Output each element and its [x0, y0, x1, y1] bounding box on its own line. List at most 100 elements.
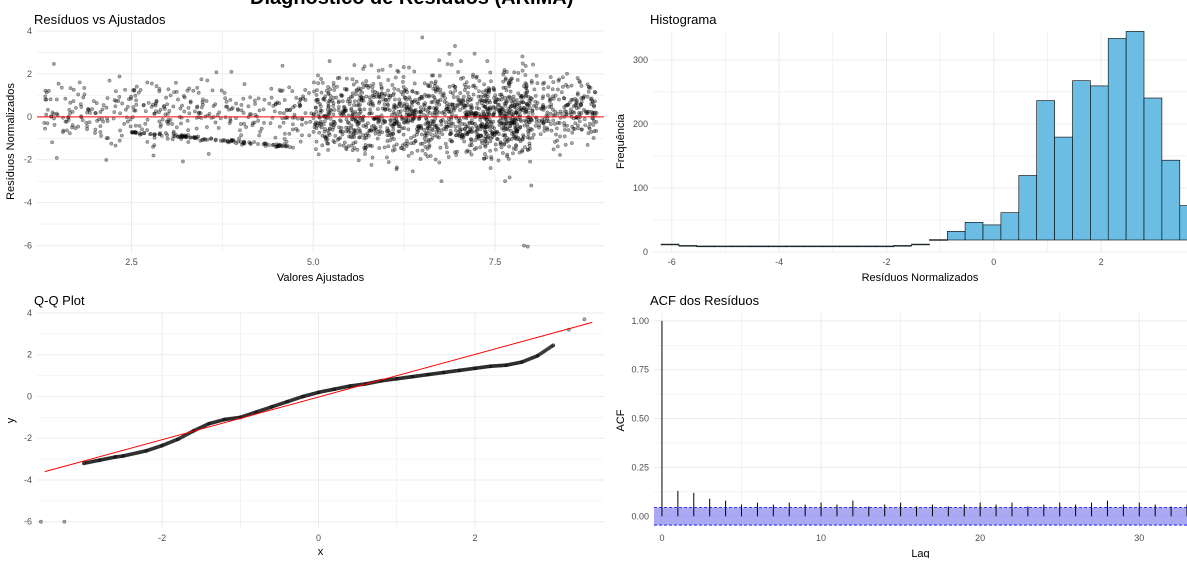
data-point	[362, 107, 367, 112]
data-point	[326, 85, 330, 89]
data-point	[337, 143, 342, 148]
data-point	[158, 131, 163, 136]
data-point	[379, 86, 384, 91]
data-point	[469, 152, 474, 157]
data-point	[386, 160, 391, 165]
data-point	[314, 93, 319, 97]
data-point	[555, 144, 560, 149]
data-point	[445, 150, 449, 155]
data-point	[168, 93, 173, 98]
data-point	[350, 148, 355, 153]
data-point	[47, 88, 51, 93]
data-point	[323, 126, 327, 131]
data-point	[406, 127, 411, 132]
data-point	[226, 107, 231, 112]
data-point	[537, 123, 541, 128]
data-point	[405, 102, 409, 107]
data-point	[386, 128, 391, 133]
data-point	[549, 122, 553, 126]
y-axis-label: Frequência	[615, 113, 627, 169]
data-point	[582, 108, 586, 112]
histogram-bar	[1125, 31, 1145, 241]
data-point	[328, 94, 333, 98]
data-point	[227, 121, 232, 126]
x-axis-label: x	[318, 546, 324, 558]
data-point	[345, 120, 350, 125]
data-point	[414, 90, 418, 95]
data-point	[416, 128, 421, 133]
data-point	[314, 139, 319, 144]
data-point	[379, 91, 384, 96]
data-point	[180, 159, 185, 164]
data-point	[533, 99, 538, 104]
data-point	[59, 85, 64, 90]
data-point	[195, 104, 200, 109]
data-point	[229, 139, 234, 144]
data-point	[223, 96, 228, 101]
data-point	[432, 106, 436, 110]
data-point	[476, 94, 481, 99]
data-point	[164, 95, 169, 100]
data-point	[177, 135, 182, 140]
data-point	[197, 110, 202, 115]
data-point	[551, 80, 556, 85]
data-point	[366, 143, 371, 148]
data-point	[423, 131, 428, 136]
data-point	[526, 117, 531, 122]
data-point	[521, 133, 525, 138]
data-point	[448, 138, 453, 142]
data-point	[480, 98, 485, 103]
data-point	[575, 76, 580, 81]
data-point	[519, 95, 523, 100]
data-point	[474, 74, 479, 79]
data-point	[444, 145, 449, 150]
data-point	[462, 88, 467, 92]
y-tick-label: 4	[27, 308, 32, 318]
data-point	[522, 243, 526, 248]
data-point	[526, 95, 531, 99]
data-point	[380, 67, 385, 72]
data-point	[214, 70, 219, 75]
data-point	[561, 75, 565, 80]
data-point	[425, 146, 430, 151]
histogram-bar	[839, 245, 859, 248]
data-point	[87, 120, 92, 125]
data-point	[118, 111, 123, 116]
data-point	[134, 102, 139, 107]
data-point	[420, 35, 425, 40]
data-point	[368, 98, 373, 103]
data-point	[199, 77, 204, 82]
data-point	[256, 96, 261, 101]
data-point	[239, 108, 244, 113]
data-point	[400, 143, 405, 148]
data-point	[188, 99, 193, 104]
data-point	[545, 110, 550, 115]
data-point	[502, 141, 507, 146]
data-point	[461, 99, 466, 103]
data-point	[253, 113, 258, 117]
data-point	[65, 128, 69, 133]
data-point	[128, 117, 133, 122]
data-point	[248, 95, 253, 100]
data-point	[493, 93, 498, 98]
data-point	[457, 133, 461, 138]
data-point	[457, 120, 462, 125]
data-point	[500, 107, 505, 112]
data-point	[180, 134, 184, 138]
data-point	[117, 95, 122, 99]
data-point	[465, 109, 469, 114]
y-axis-label: ACF	[615, 409, 627, 431]
y-tick-label: 2	[27, 350, 32, 360]
data-point	[390, 123, 394, 128]
data-point	[396, 129, 401, 134]
data-point	[359, 95, 364, 99]
data-point	[372, 128, 376, 133]
data-point	[378, 124, 383, 129]
data-point	[141, 102, 146, 107]
y-tick-label: 100	[633, 183, 648, 193]
data-point	[351, 131, 356, 136]
data-point	[530, 127, 534, 132]
data-point	[369, 63, 374, 68]
data-point	[82, 92, 87, 97]
data-point	[166, 120, 171, 124]
